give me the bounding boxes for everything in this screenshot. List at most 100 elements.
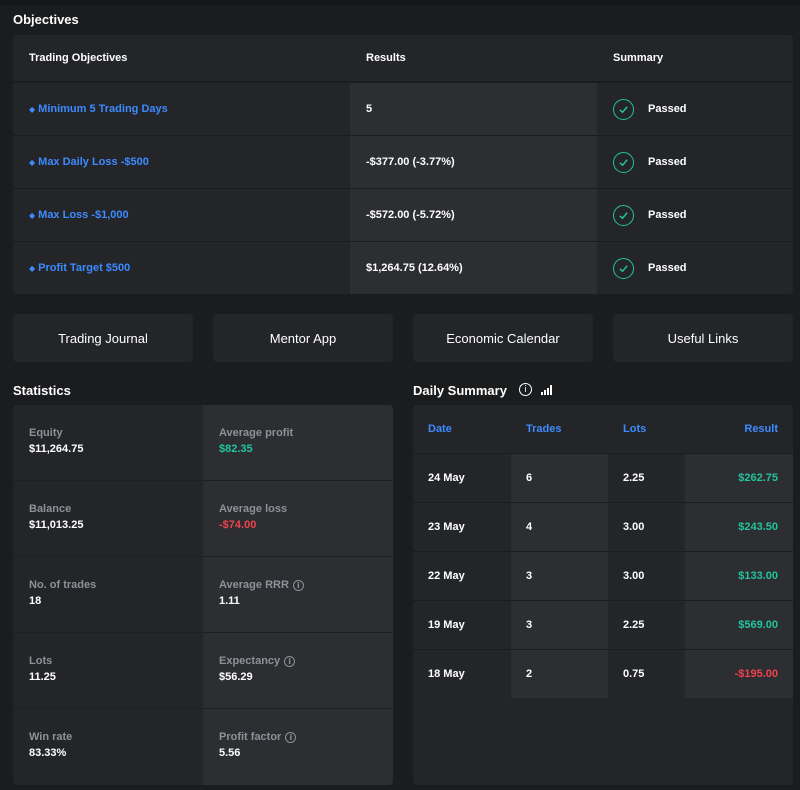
objective-result: -$572.00 (-5.72%) bbox=[350, 189, 597, 241]
statistics-panel: Equity $11,264.75 Average profit $82.35 … bbox=[13, 405, 393, 785]
objective-status: Passed bbox=[597, 136, 793, 188]
objective-link[interactable]: ◆ Profit Target $500 bbox=[13, 242, 350, 294]
cell-lots: 3.00 bbox=[623, 521, 645, 533]
header-results: Results bbox=[366, 52, 406, 64]
economic-calendar-button[interactable]: Economic Calendar bbox=[413, 314, 593, 362]
objective-link[interactable]: ◆ Max Loss -$1,000 bbox=[13, 189, 350, 241]
header-lots[interactable]: Lots bbox=[623, 423, 647, 435]
stat-label: Average loss bbox=[219, 503, 288, 515]
objective-row: ◆ Max Loss -$1,000 -$572.00 (-5.72%) Pas… bbox=[13, 188, 793, 241]
stat-balance: Balance $11,013.25 bbox=[13, 481, 203, 557]
stat-average-profit: Average profit $82.35 bbox=[203, 405, 393, 481]
status-label: Passed bbox=[648, 209, 687, 221]
table-row: 19 May 3 2.25 $569.00 bbox=[413, 600, 793, 649]
objectives-table: Trading Objectives Results Summary ◆ Min… bbox=[13, 35, 793, 294]
mentor-app-button[interactable]: Mentor App bbox=[213, 314, 393, 362]
objective-result: -$377.00 (-3.77%) bbox=[350, 136, 597, 188]
cell-date: 23 May bbox=[428, 521, 465, 533]
table-row: 24 May 6 2.25 $262.75 bbox=[413, 453, 793, 502]
info-icon[interactable]: i bbox=[292, 579, 304, 591]
stat-value: -$74.00 bbox=[219, 519, 257, 531]
cell-trades: 3 bbox=[511, 552, 608, 600]
cell-lots: 3.00 bbox=[623, 570, 645, 582]
objective-result: $1,264.75 (12.64%) bbox=[350, 242, 597, 294]
objective-link[interactable]: ◆ Max Daily Loss -$500 bbox=[13, 136, 350, 188]
stat-label-wrap: Average RRR i bbox=[219, 579, 393, 591]
top-strip bbox=[0, 0, 800, 5]
table-row: 22 May 3 3.00 $133.00 bbox=[413, 551, 793, 600]
cell-lots: 2.25 bbox=[623, 619, 645, 631]
objective-row: ◆ Max Daily Loss -$500 -$377.00 (-3.77%)… bbox=[13, 135, 793, 188]
cell-trades: 2 bbox=[511, 650, 608, 698]
stat-label: Equity bbox=[29, 427, 63, 439]
stat-label: Lots bbox=[29, 655, 53, 667]
cell-result: $243.50 bbox=[685, 503, 793, 551]
stat-label: Balance bbox=[29, 503, 72, 515]
diamond-icon: ◆ bbox=[29, 104, 36, 114]
cell-trades: 6 bbox=[511, 454, 608, 502]
objective-label: Max Daily Loss -$500 bbox=[38, 156, 149, 168]
cell-result: $133.00 bbox=[685, 552, 793, 600]
cell-result: $569.00 bbox=[685, 601, 793, 649]
cell-date: 22 May bbox=[428, 570, 465, 582]
daily-summary-table: Date Trades Lots Result 24 May 6 2.25 $2… bbox=[413, 405, 793, 785]
check-circle-icon bbox=[613, 98, 634, 120]
stat-label: No. of trades bbox=[29, 579, 97, 591]
bar-chart-icon[interactable] bbox=[541, 384, 552, 395]
stat-label: Average profit bbox=[219, 427, 294, 439]
status-label: Passed bbox=[648, 103, 687, 115]
cell-result: -$195.00 bbox=[685, 650, 793, 698]
objective-link[interactable]: ◆ Minimum 5 Trading Days bbox=[13, 83, 350, 135]
diamond-icon: ◆ bbox=[29, 210, 36, 220]
stat-label: Expectancy bbox=[219, 655, 281, 667]
objective-result: 5 bbox=[350, 83, 597, 135]
check-circle-icon bbox=[613, 257, 634, 279]
stat-no-of-trades: No. of trades 18 bbox=[13, 557, 203, 633]
objective-label: Minimum 5 Trading Days bbox=[38, 103, 168, 115]
header-result[interactable]: Result bbox=[744, 423, 778, 435]
cell-date: 19 May bbox=[428, 619, 465, 631]
cell-result: $262.75 bbox=[685, 454, 793, 502]
stat-value: 18 bbox=[29, 595, 42, 607]
objective-row: ◆ Minimum 5 Trading Days 5 Passed bbox=[13, 82, 793, 135]
stat-label-wrap: Expectancy i bbox=[219, 655, 393, 667]
objective-status: Passed bbox=[597, 189, 793, 241]
stat-profit-factor: Profit factor i 5.56 bbox=[203, 709, 393, 785]
stat-label: Win rate bbox=[29, 731, 73, 743]
info-icon[interactable]: i bbox=[519, 383, 532, 396]
stat-value: $11,264.75 bbox=[29, 443, 84, 455]
stat-expectancy: Expectancy i $56.29 bbox=[203, 633, 393, 709]
stat-value: 11.25 bbox=[29, 671, 56, 683]
statistics-title: Statistics bbox=[13, 383, 71, 398]
cell-lots: 0.75 bbox=[623, 668, 645, 680]
objectives-title: Objectives bbox=[13, 12, 79, 27]
header-trades[interactable]: Trades bbox=[526, 423, 562, 435]
cell-trades: 3 bbox=[511, 601, 608, 649]
info-icon[interactable]: i bbox=[284, 655, 296, 667]
stat-value: $11,013.25 bbox=[29, 519, 84, 531]
cell-date: 24 May bbox=[428, 472, 465, 484]
diamond-icon: ◆ bbox=[29, 263, 36, 273]
table-row: 18 May 2 0.75 -$195.00 bbox=[413, 649, 793, 698]
stat-label: Average RRR bbox=[219, 579, 289, 591]
stat-win-rate: Win rate 83.33% bbox=[13, 709, 203, 785]
stat-average-loss: Average loss -$74.00 bbox=[203, 481, 393, 557]
stat-value: 1.11 bbox=[219, 595, 240, 607]
header-trading-objectives: Trading Objectives bbox=[29, 52, 128, 64]
info-icon[interactable]: i bbox=[285, 731, 297, 743]
stat-value: 5.56 bbox=[219, 747, 241, 759]
stat-value: $56.29 bbox=[219, 671, 253, 683]
objective-status: Passed bbox=[597, 242, 793, 294]
header-date[interactable]: Date bbox=[428, 423, 452, 435]
stat-label: Profit factor bbox=[219, 731, 282, 743]
check-circle-icon bbox=[613, 151, 634, 173]
check-circle-icon bbox=[613, 204, 634, 226]
stat-value: 83.33% bbox=[29, 747, 67, 759]
daily-summary-icons: i bbox=[519, 383, 552, 396]
useful-links-button[interactable]: Useful Links bbox=[613, 314, 793, 362]
header-summary: Summary bbox=[613, 52, 664, 64]
status-label: Passed bbox=[648, 262, 687, 274]
table-row: 23 May 4 3.00 $243.50 bbox=[413, 502, 793, 551]
objective-row: ◆ Profit Target $500 $1,264.75 (12.64%) … bbox=[13, 241, 793, 294]
trading-journal-button[interactable]: Trading Journal bbox=[13, 314, 193, 362]
